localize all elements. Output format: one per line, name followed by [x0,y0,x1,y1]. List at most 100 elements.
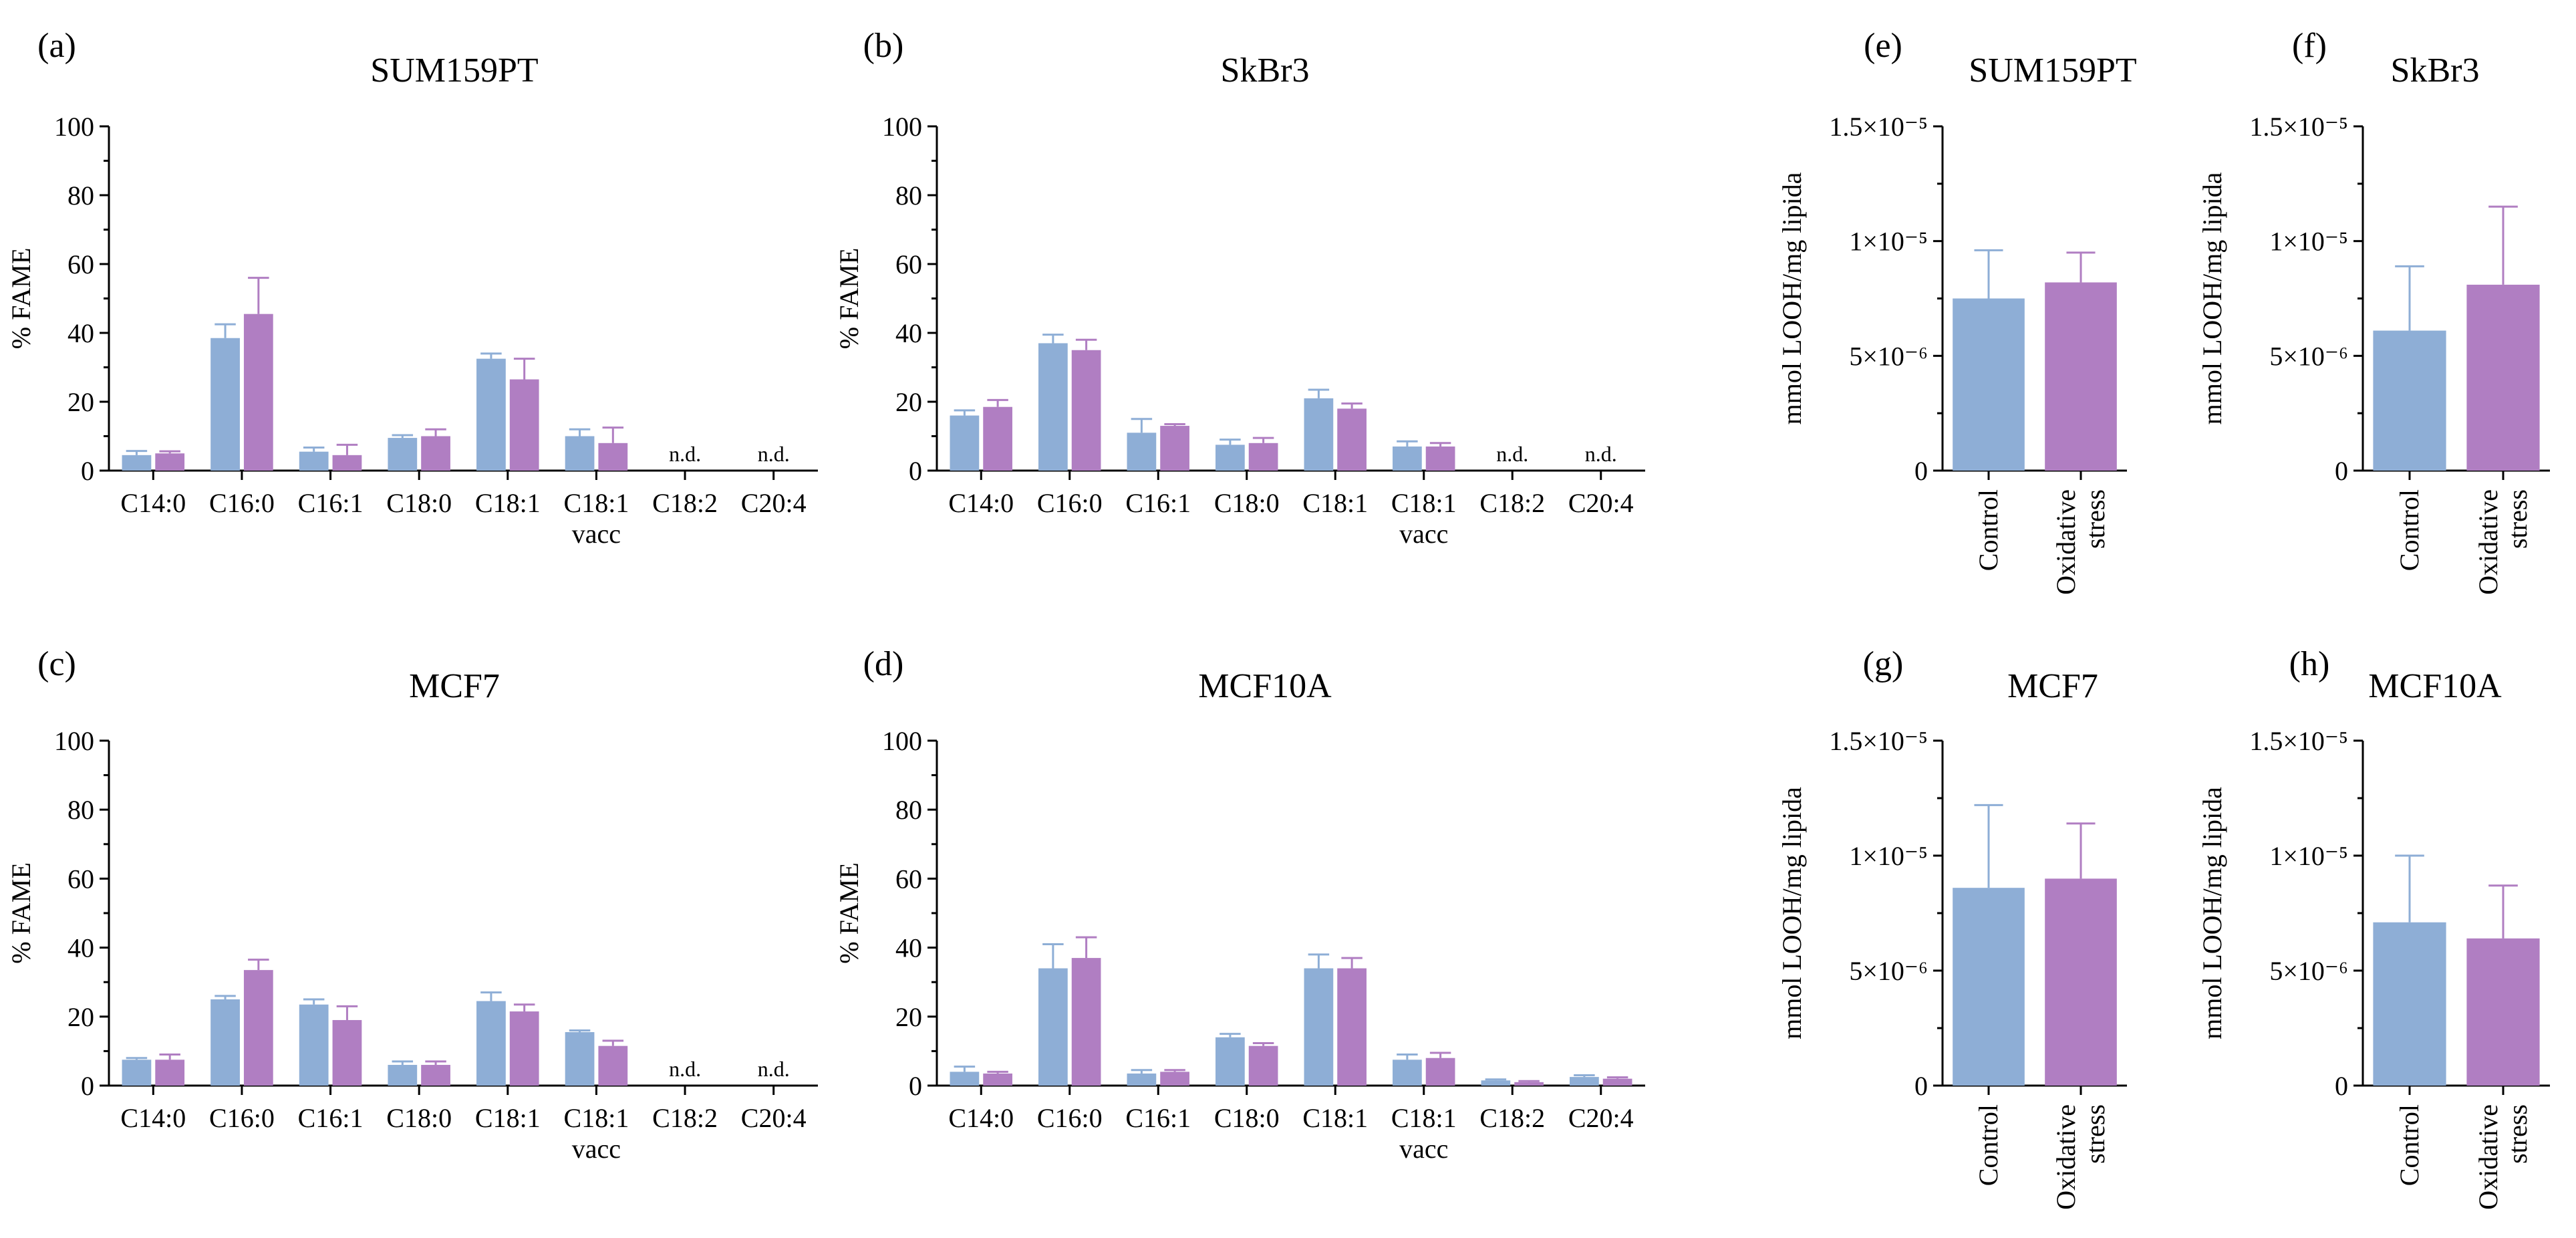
bar [388,438,418,471]
not-detected-label: n.d. [758,1057,790,1081]
y-tick-label: 20 [895,387,922,417]
bar [1570,1077,1599,1086]
not-detected-label: n.d. [1496,442,1528,466]
y-tick-label: 40 [67,933,94,963]
bar [2373,922,2446,1086]
y-tick-label: 60 [895,864,922,894]
x-tick-label: Oxidative [2473,1104,2503,1210]
bar [476,358,506,471]
bar [1215,1037,1245,1086]
bar [332,455,362,471]
chart-panel-looh: (f) SkBr3 0 5×10⁻⁶ 1×10⁻⁵ 1.5×10⁻⁵ mmol LOOH/m… [2197,27,2550,595]
y-tick-label: 0 [2335,456,2348,486]
x-tick-label: C16:1 [1125,1103,1191,1133]
bar [2045,878,2117,1086]
bar [1160,1072,1189,1086]
panel-letter: (e) [1864,27,1902,65]
x-tick-label: vacc [572,1134,621,1164]
bar [1071,350,1101,471]
bar [2466,938,2540,1086]
x-tick-label: stress [2502,489,2533,549]
bar [1514,1082,1544,1086]
y-tick-label: 0 [2335,1071,2348,1101]
x-tick-label: Oxidative [2051,1104,2081,1210]
bar [155,453,185,471]
bar [983,1073,1012,1086]
y-tick-label: 80 [895,795,922,825]
bar [476,1001,506,1086]
panel-letter: (d) [863,645,904,683]
bar [509,379,539,471]
bar [299,1004,329,1086]
bar [210,338,240,471]
bar [421,1065,450,1086]
y-tick-label: 5×10⁻⁶ [2269,956,2348,986]
bar [1127,432,1157,471]
bar [1160,426,1189,471]
bar [1337,408,1367,471]
x-tick-label: C14:0 [120,488,186,518]
y-tick-label: 1×10⁻⁵ [2269,841,2348,871]
bar [1215,445,1245,471]
x-tick-label: C18:2 [1479,488,1545,518]
not-detected-label: n.d. [669,1057,701,1081]
y-axis-label: mmol LOOH/mg lipida [1777,787,1807,1039]
chart-panel-fame: (d) MCF10A 0 20 40 60 80 100 % FAME C14:0 C16:0 C16… [834,645,1645,1164]
x-tick-label: Oxidative [2473,489,2503,595]
not-detected-label: n.d. [758,442,790,466]
bar [950,415,980,471]
y-tick-label: 80 [895,180,922,211]
bar [1481,1080,1511,1086]
x-tick-label: C20:4 [1568,488,1634,518]
not-detected-label: n.d. [669,442,701,466]
x-tick-label: C18:1 [1391,488,1457,518]
x-tick-label: C18:2 [652,1103,718,1133]
x-tick-label: C18:1 [475,488,541,518]
x-tick-label: C18:0 [386,488,452,518]
bar [1337,968,1367,1086]
bar [2466,284,2540,471]
x-tick-label: stress [2502,1104,2533,1164]
y-axis-label: mmol LOOH/mg lipida [1777,172,1807,424]
chart-panel-fame: (c) MCF7 0 20 40 60 80 100 % FAME C14:0 C16:0 C16:1… [6,645,818,1164]
bar [1248,443,1278,471]
x-tick-label: C16:1 [1125,488,1191,518]
bar [1127,1073,1157,1086]
x-tick-label: vacc [572,519,621,549]
x-tick-label: C16:1 [298,488,364,518]
panel-title: MCF10A [1198,667,1332,705]
panel-title: SkBr3 [2391,51,2480,90]
x-tick-label: C14:0 [948,1103,1014,1133]
panel-title: MCF10A [2368,667,2502,705]
panel-title: SkBr3 [1221,51,1310,90]
chart-panel-fame: (a) SUM159PT 0 20 40 60 80 100 % FAME C14:0 C16:0 C… [6,27,818,549]
bar [210,999,240,1086]
x-tick-label: vacc [1399,519,1448,549]
y-tick-label: 0 [909,1071,922,1101]
x-tick-label: C18:1 [475,1103,541,1133]
bar [1393,1060,1422,1086]
bar [565,436,595,471]
y-axis-label: mmol LOOH/mg lipida [2197,172,2227,424]
y-tick-label: 0 [909,456,922,486]
y-tick-label: 5×10⁻⁶ [1849,956,1928,986]
panel-title: SUM159PT [1969,51,2136,90]
y-tick-label: 1.5×10⁻⁵ [1829,726,1928,756]
y-tick-label: 60 [895,249,922,279]
panel-letter: (b) [863,27,904,65]
bar [1953,298,2025,471]
bar [950,1072,980,1086]
y-tick-label: 20 [67,387,94,417]
y-tick-label: 20 [67,1002,94,1032]
x-tick-label: C16:1 [298,1103,364,1133]
x-tick-label: C16:0 [1037,1103,1103,1133]
chart-panel-looh: (e) SUM159PT 0 5×10⁻⁶ 1×10⁻⁵ 1.5×10⁻⁵ mmol LOO… [1777,27,2137,595]
panel-letter: (a) [37,27,76,65]
x-tick-label: vacc [1399,1134,1448,1164]
bar [983,406,1012,471]
bar [299,451,329,471]
y-tick-label: 60 [67,864,94,894]
not-detected-label: n.d. [1585,442,1617,466]
bar [1953,888,2025,1086]
panel-title: MCF7 [2007,667,2098,705]
